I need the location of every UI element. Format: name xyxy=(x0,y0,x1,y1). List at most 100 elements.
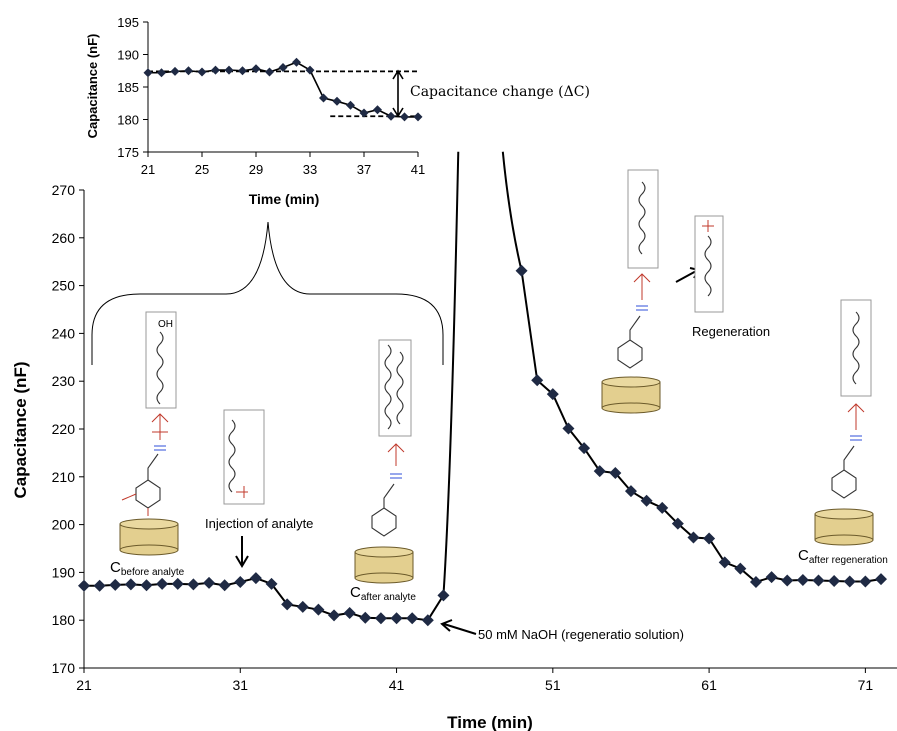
analyte-box xyxy=(694,215,724,313)
electrode-disk-icon xyxy=(354,546,414,584)
regeneration-label: Regeneration xyxy=(692,324,770,339)
series-line xyxy=(84,151,882,622)
y-tick-label: 180 xyxy=(52,612,76,628)
aromatic-ring-icon xyxy=(135,453,161,509)
data-point-marker xyxy=(143,68,153,78)
data-point-marker xyxy=(346,100,355,110)
data-point-marker xyxy=(184,66,193,76)
x-tick-label: 61 xyxy=(701,677,717,693)
data-point-marker xyxy=(203,576,216,589)
y-tick-label: 210 xyxy=(52,469,76,485)
data-point-marker xyxy=(531,374,544,387)
y-tick-label: 195 xyxy=(117,15,139,30)
data-point-marker xyxy=(78,579,90,592)
x-tick-label: 25 xyxy=(195,162,209,177)
alkyl-chain-icon xyxy=(156,331,164,405)
data-point-marker xyxy=(437,589,450,602)
data-point-marker xyxy=(734,562,747,575)
main-series xyxy=(78,151,887,627)
alkyl-chain-icon xyxy=(852,311,860,385)
data-point-marker xyxy=(187,578,200,591)
x-tick-label: 41 xyxy=(411,162,425,177)
data-point-marker xyxy=(157,68,166,78)
main-x-ticks: 21 31 41 51 61 71 xyxy=(76,668,873,693)
aromatic-ring-icon xyxy=(371,483,397,537)
data-point-marker xyxy=(332,96,342,106)
c-before-analyte-label: Cbefore analyte xyxy=(110,559,185,578)
data-point-marker xyxy=(400,112,409,122)
data-point-marker xyxy=(374,612,387,625)
sulfonate-group-icon xyxy=(387,443,405,466)
data-point-marker xyxy=(406,612,419,625)
data-point-marker xyxy=(796,574,809,587)
data-point-marker xyxy=(812,574,825,587)
molecule-box xyxy=(145,311,177,409)
data-point-marker xyxy=(278,63,288,72)
data-point-marker xyxy=(343,607,356,620)
data-point-marker xyxy=(251,64,261,74)
inset-x-axis-title: Time (min) xyxy=(249,191,320,207)
molecule-after-regeneration xyxy=(814,299,874,546)
data-point-marker xyxy=(546,388,559,401)
inset-y-axis-title: Capacitance (nF) xyxy=(85,34,100,139)
hydroxyl-group-icon: OH xyxy=(158,319,173,330)
alkyl-chain-icon xyxy=(384,344,392,430)
methoxy-group-icon xyxy=(121,493,149,516)
x-tick-label: 41 xyxy=(389,677,405,693)
data-point-marker xyxy=(93,579,106,592)
sulfonate-group-icon xyxy=(151,413,169,440)
data-point-marker xyxy=(390,612,403,625)
data-point-marker xyxy=(124,578,137,591)
main-y-axis-title: Capacitance (nF) xyxy=(11,362,30,499)
data-point-marker xyxy=(656,501,669,514)
x-tick-label: 21 xyxy=(76,677,92,693)
inset-x-ticks: 21 25 29 33 37 41 xyxy=(141,152,425,177)
data-point-marker xyxy=(171,577,184,590)
y-tick-label: 220 xyxy=(52,421,76,437)
analyte-sulfonate-icon xyxy=(702,220,714,232)
data-point-marker xyxy=(562,422,575,435)
inset-delta-c-label: Capacitance change (ΔC) xyxy=(410,84,590,100)
data-point-marker xyxy=(305,65,315,75)
delta-c-double-arrow-icon xyxy=(392,69,404,118)
analyte-chain-icon xyxy=(704,235,712,297)
x-tick-label: 29 xyxy=(249,162,263,177)
injection-arrow-icon xyxy=(235,536,249,568)
x-tick-label: 33 xyxy=(303,162,317,177)
main-x-axis-title: Time (min) xyxy=(447,713,533,731)
data-point-marker xyxy=(718,556,731,569)
data-point-marker xyxy=(109,578,122,591)
naoh-label: 50 mM NaOH (regeneratio solution) xyxy=(478,627,684,642)
data-point-marker xyxy=(156,577,169,590)
c-after-analyte-label: Cafter analyte xyxy=(350,584,416,603)
data-point-marker xyxy=(593,465,606,478)
data-point-marker xyxy=(281,598,294,611)
data-point-marker xyxy=(265,577,278,590)
data-point-marker xyxy=(218,579,231,592)
azo-group-icon xyxy=(154,445,166,451)
molecule-after-analyte xyxy=(354,339,414,584)
aromatic-ring-icon xyxy=(617,315,643,369)
released-analyte xyxy=(694,215,724,313)
c-after-regeneration-label: Cafter regeneration xyxy=(798,547,888,566)
azo-group-icon xyxy=(850,435,862,441)
data-point-marker xyxy=(828,575,841,588)
molecule-regeneration xyxy=(601,169,661,414)
y-tick-label: 230 xyxy=(52,373,76,389)
data-point-marker xyxy=(749,575,762,588)
data-point-marker xyxy=(421,614,434,627)
data-point-marker xyxy=(224,65,234,75)
x-tick-label: 21 xyxy=(141,162,155,177)
data-point-marker xyxy=(328,609,341,622)
y-tick-label: 260 xyxy=(52,230,76,246)
bracket-brace xyxy=(91,221,444,365)
data-point-marker xyxy=(640,494,653,507)
x-tick-label: 51 xyxy=(545,677,561,693)
data-point-marker xyxy=(140,579,153,592)
data-point-marker xyxy=(578,442,591,455)
molecule-before-analyte: OH xyxy=(119,311,179,556)
data-point-marker xyxy=(265,67,274,77)
y-tick-label: 175 xyxy=(117,145,139,160)
aromatic-ring-icon xyxy=(831,445,857,499)
